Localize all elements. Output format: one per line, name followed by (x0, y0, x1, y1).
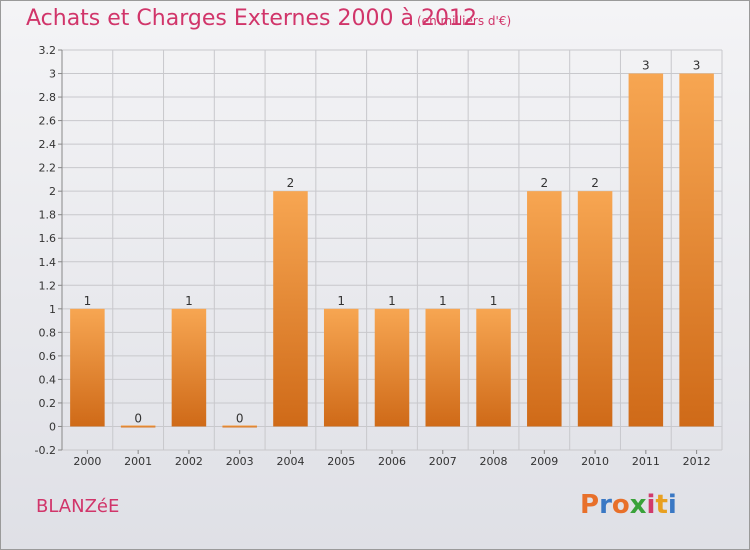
bar-2006[interactable] (374, 308, 410, 427)
bars: 1 0 1 0 2 1 1 1 1 2 2 3 3 (70, 59, 714, 428)
y-tick-label: 2.4 (39, 138, 57, 151)
data-label-2012: 3 (693, 59, 701, 73)
x-tick-label-2001: 2001 (124, 455, 152, 468)
bar-2005[interactable] (323, 308, 359, 427)
logo-letter: o (611, 490, 630, 520)
x-tick-label-2010: 2010 (581, 455, 609, 468)
x-tick-label-2011: 2011 (632, 455, 660, 468)
bar-2000[interactable] (70, 308, 105, 427)
x-tick-label-2007: 2007 (429, 455, 457, 468)
bar-2012[interactable] (679, 73, 714, 427)
y-tick-label: 0.2 (39, 397, 57, 410)
data-label-2005: 1 (337, 294, 345, 308)
logo-letter: x (629, 490, 647, 520)
data-label-2006: 1 (388, 294, 396, 308)
bar-2010[interactable] (577, 191, 613, 427)
data-label-2004: 2 (287, 176, 295, 190)
bar-2007[interactable] (425, 308, 461, 427)
y-tick-label: 2 (49, 185, 56, 198)
bar-2002[interactable] (171, 308, 207, 427)
y-tick-label: 0.8 (39, 326, 57, 339)
chart-title: Achats et Charges Externes 2000 à 2012 (26, 6, 477, 31)
data-label-2007: 1 (439, 294, 447, 308)
bar-2011[interactable] (628, 73, 664, 427)
bar-2008[interactable] (476, 308, 511, 427)
x-tick-label-2012: 2012 (683, 455, 711, 468)
bar-2001[interactable] (120, 425, 156, 428)
axes: -0.2 0 0.2 0.4 0.6 0.8 1 1.2 1.4 1.6 1.8 2 2.2 2.4 2.6… (35, 44, 711, 468)
data-label-2010: 2 (591, 176, 599, 190)
x-tick-label-2003: 2003 (226, 455, 254, 468)
y-tick-label: 1.4 (39, 256, 57, 269)
y-tick-label: 1 (49, 303, 56, 316)
y-tick-label: 1.6 (39, 232, 57, 245)
data-label-2001: 0 (134, 411, 142, 425)
x-tick-label-2004: 2004 (276, 455, 304, 468)
y-tick-label: 2.8 (39, 91, 57, 104)
data-label-2011: 3 (642, 59, 650, 73)
chart-subtitle: (en milliers d'€) (417, 14, 512, 28)
logo-letter: P (580, 490, 600, 520)
x-tick-label-2005: 2005 (327, 455, 355, 468)
data-label-2003: 0 (236, 411, 244, 425)
y-tick-label: 0.6 (39, 350, 57, 363)
x-tick-label-2006: 2006 (378, 455, 406, 468)
x-tick-label-2008: 2008 (480, 455, 508, 468)
data-label-2000: 1 (84, 294, 92, 308)
y-tick-label: 0.4 (39, 373, 57, 386)
x-tick-label-2009: 2009 (530, 455, 558, 468)
y-tick-label: 1.2 (39, 279, 57, 292)
bar-2009[interactable] (527, 191, 562, 427)
logo-letter: i (646, 490, 656, 520)
x-tick-label-2002: 2002 (175, 455, 203, 468)
logo-letter: i (667, 490, 677, 520)
data-label-2009: 2 (540, 176, 548, 190)
y-tick-label: 3 (49, 68, 56, 81)
y-tick-label: -0.2 (35, 444, 56, 457)
logo-letter: r (599, 490, 612, 520)
y-tick-label: 3.2 (39, 44, 57, 57)
data-label-2008: 1 (490, 294, 498, 308)
data-label-2002: 1 (185, 294, 193, 308)
bar-2003[interactable] (222, 425, 257, 428)
y-tick-label: 2.2 (39, 162, 57, 175)
x-tick-label-2000: 2000 (73, 455, 101, 468)
logo-letter: t (655, 490, 668, 520)
proxiti-logo[interactable]: Proxiti (580, 490, 677, 520)
y-tick-label: 2.6 (39, 115, 57, 128)
y-tick-label: 0 (49, 420, 56, 433)
y-tick-label: 1.8 (39, 209, 57, 222)
place-name: BLANZéE (36, 496, 120, 517)
bar-2004[interactable] (273, 191, 308, 427)
